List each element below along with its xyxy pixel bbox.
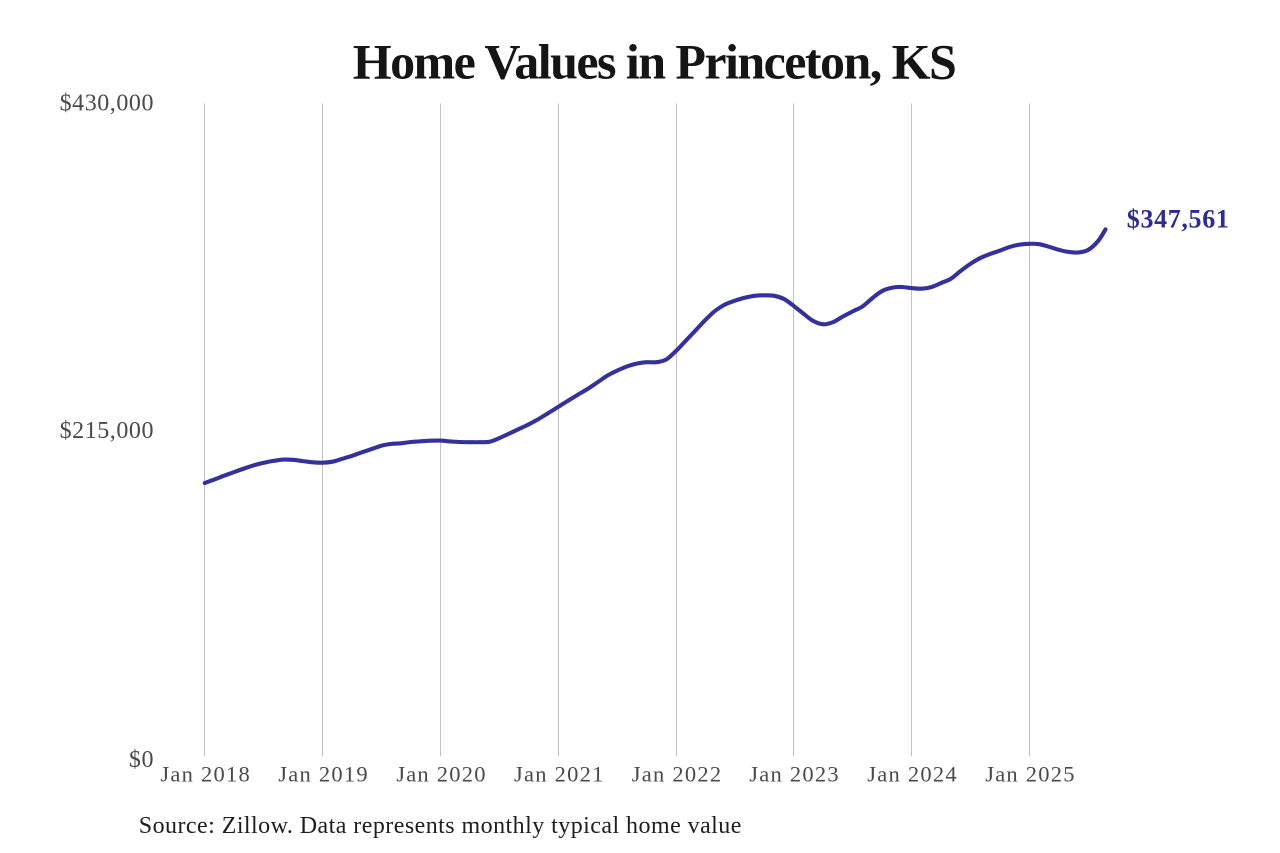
svg-text:$430,000: $430,000	[60, 90, 154, 116]
svg-text:$347,561: $347,561	[1127, 205, 1230, 234]
svg-text:Jan 2019: Jan 2019	[278, 762, 369, 787]
svg-text:Home Values in Princeton, KS: Home Values in Princeton, KS	[353, 34, 955, 90]
svg-text:Jan 2023: Jan 2023	[749, 762, 840, 787]
svg-text:$215,000: $215,000	[60, 418, 154, 444]
svg-text:$0: $0	[129, 747, 154, 773]
svg-text:Jan 2020: Jan 2020	[396, 762, 487, 787]
svg-text:Jan 2024: Jan 2024	[867, 762, 958, 787]
svg-text:Source: Zillow. Data represent: Source: Zillow. Data represents monthly …	[139, 813, 742, 839]
svg-text:Jan 2025: Jan 2025	[985, 762, 1076, 787]
svg-text:Jan 2022: Jan 2022	[632, 762, 723, 787]
svg-text:Jan 2018: Jan 2018	[160, 762, 251, 787]
svg-text:Jan 2021: Jan 2021	[514, 762, 605, 787]
